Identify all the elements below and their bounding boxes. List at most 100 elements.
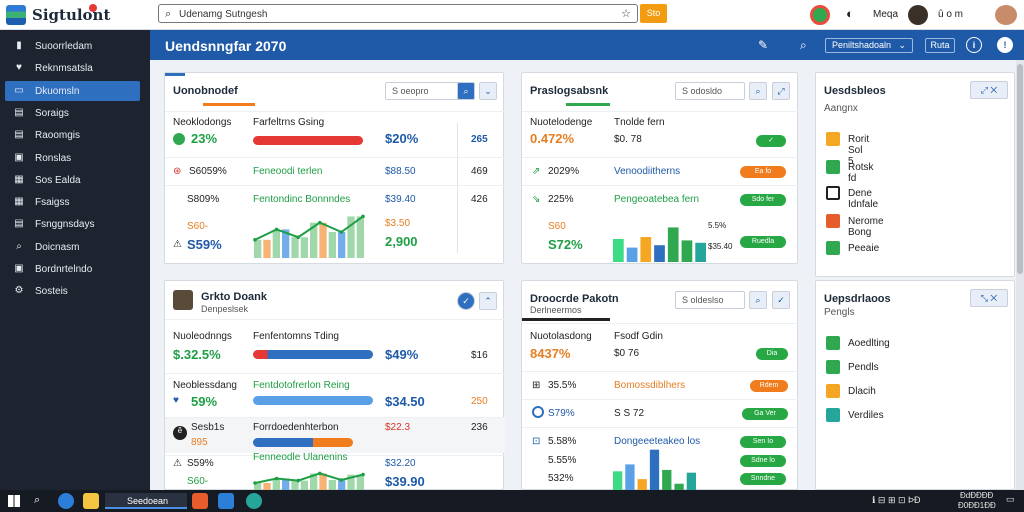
- sidebar-item[interactable]: ▣ Ronslas: [5, 148, 140, 168]
- search-icon[interactable]: ⌕: [749, 291, 767, 309]
- status-badge[interactable]: Sdo fer: [740, 194, 786, 206]
- panel-search-input[interactable]: S oldeslso: [675, 291, 745, 309]
- profile-avatar[interactable]: [995, 5, 1017, 25]
- bar-chart: [613, 449, 696, 492]
- chart-bar: [681, 240, 693, 262]
- table-row: ĕ Sesb1s 895 Forrdoedenhterbon $22.3 236: [165, 417, 505, 453]
- window-controls[interactable]: û o m: [938, 9, 964, 20]
- metric-value: 5.58%: [548, 436, 577, 447]
- metric-value: $34.50: [385, 394, 425, 409]
- chevron-icon[interactable]: ⌃: [479, 292, 497, 310]
- edit-icon[interactable]: ✎: [758, 38, 769, 52]
- doc-icon: ⊡: [532, 436, 541, 447]
- go-button[interactable]: Sto: [640, 4, 667, 23]
- panel-search-input[interactable]: S oeopro: [385, 82, 460, 100]
- status-badge[interactable]: Ga Ver: [742, 408, 788, 420]
- metric-label: Nuotolasdong: [530, 331, 592, 342]
- metric-label: Forrdoedenhterbon: [253, 422, 339, 433]
- panel-search-button[interactable]: ⌕: [457, 82, 475, 100]
- expand-icon[interactable]: ⤢: [772, 82, 790, 100]
- address-bar[interactable]: ⌕ Udenamg Sutngesh ☆: [158, 4, 638, 23]
- folder-icon[interactable]: [83, 493, 99, 509]
- sidebar-item[interactable]: ▮ Suoorrledam: [5, 36, 140, 56]
- check-icon[interactable]: ✓: [457, 292, 475, 310]
- status-badge[interactable]: Sdne lo: [740, 455, 786, 467]
- metric-value: $20%: [385, 131, 419, 146]
- system-tray[interactable]: ℹ ⊟ ⊞ ⊡ ÞÐ: [872, 495, 921, 505]
- status-badge[interactable]: ✓: [756, 135, 786, 147]
- table-row: Neoblessdang ♥ 59% Fentdotofrerlon Reing…: [165, 373, 505, 415]
- clock-date[interactable]: Ð0ÐÐ1ÐÐ: [958, 501, 996, 510]
- status-badge[interactable]: Dia: [756, 348, 788, 360]
- panel-profile: Grkto Doank Denpeslsek ✓ ⌃ Nuoleodnngs $…: [164, 280, 505, 492]
- search-icon[interactable]: ⌕: [34, 494, 41, 506]
- sidebar-item[interactable]: ♥ Reknmsatsla: [5, 58, 140, 78]
- metric-label: Bomossdiblhers: [614, 380, 686, 391]
- sidebar-item[interactable]: ▦ Sos Ealda: [5, 170, 140, 190]
- page-icon: [826, 360, 840, 374]
- panel-actions[interactable]: ⤢ ✕: [970, 81, 1008, 99]
- chart-point: [274, 476, 279, 481]
- panel-actions[interactable]: ⤡ ✕: [970, 289, 1008, 307]
- scrollbar-thumb[interactable]: [1017, 64, 1023, 274]
- sidebar-item[interactable]: ▣ Bordnrtelndo: [5, 259, 140, 279]
- pin-icon[interactable]: ◐: [846, 6, 854, 21]
- metric-value: 532%: [548, 473, 574, 484]
- header-button[interactable]: Ruta: [925, 38, 955, 53]
- progress-bar: [253, 350, 373, 359]
- metric-value: 0.472%: [530, 131, 575, 146]
- app-icon[interactable]: [218, 493, 234, 509]
- status-badge[interactable]: Snndne: [740, 473, 786, 485]
- check-icon[interactable]: ✓: [772, 291, 790, 309]
- panel-title: Uesdsbleos: [824, 85, 886, 97]
- sidebar-item-icon: ▤: [14, 218, 24, 230]
- chevron-down-icon[interactable]: ⌄: [479, 82, 497, 100]
- start-icon[interactable]: [8, 495, 20, 507]
- bookmark-star-icon[interactable]: ☆: [621, 8, 631, 20]
- document-icon: [826, 160, 840, 174]
- user-name[interactable]: Meqa: [873, 9, 899, 20]
- sidebar-item[interactable]: ⚙ Sosteis: [5, 281, 140, 301]
- metric-value: 35.5%: [548, 380, 577, 391]
- sidebar-item[interactable]: ▭ Dkuomsln: [5, 80, 140, 101]
- status-badge[interactable]: Sen Io: [740, 436, 786, 448]
- sidebar-item[interactable]: ▤ Raoomgis: [5, 125, 140, 145]
- avatar[interactable]: [908, 5, 928, 25]
- sidebar-item-icon: ▦: [14, 173, 24, 185]
- search-icon[interactable]: ⌕: [749, 82, 767, 100]
- brand-name: Sigtulont: [32, 6, 111, 24]
- sidebar-item-icon: ▦: [14, 196, 24, 208]
- sidebar-item[interactable]: ⌕ Doicnasm: [5, 237, 140, 257]
- metric-value: S809%: [187, 194, 220, 205]
- sidebar-item[interactable]: ▦ Fsaigss: [5, 192, 140, 212]
- metric-value: S S 72: [614, 408, 645, 419]
- sidebar-item-label: Reknmsatsla: [35, 63, 93, 75]
- browser-icon[interactable]: [58, 493, 74, 509]
- notification-icon[interactable]: ▭: [1006, 494, 1015, 504]
- sidebar-item-icon: ▭: [14, 84, 24, 96]
- alert-icon: ⊛: [173, 166, 182, 177]
- metric-label: Dongeeeteakeo los: [614, 436, 701, 447]
- status-badge[interactable]: Rdem: [750, 380, 788, 392]
- page-title: Uendsnngfar 2070: [165, 38, 287, 54]
- status-badge[interactable]: Ea fo: [740, 166, 786, 178]
- clock-time[interactable]: ÐdÐÐÐÐ: [960, 491, 994, 500]
- panel-subtitle: Pengls: [824, 307, 855, 318]
- progress-bar: [253, 136, 363, 145]
- view-select[interactable]: Peniltshadoaln ⌄: [825, 38, 913, 53]
- record-icon[interactable]: [810, 5, 830, 25]
- chart-bar: [282, 478, 290, 492]
- info-icon[interactable]: i: [966, 37, 982, 53]
- panel-search-input[interactable]: S odosldo: [675, 82, 745, 100]
- sidebar-item[interactable]: ▤ Soraigs: [5, 103, 140, 123]
- app-icon[interactable]: [192, 493, 208, 509]
- scrollbar[interactable]: [1016, 60, 1024, 490]
- help-icon[interactable]: !: [997, 37, 1013, 53]
- search-icon[interactable]: ⌕: [800, 38, 807, 52]
- page-header: Uendsnngfar 2070 ✎ ⌕ Peniltshadoaln ⌄ Ru…: [150, 30, 1024, 60]
- taskbar-active-app[interactable]: Seedoean: [105, 493, 187, 509]
- sidebar-item-label: Sos Ealda: [35, 174, 81, 186]
- status-badge[interactable]: Ruedla: [740, 236, 786, 248]
- sidebar-item[interactable]: ▤ Fsnggnsdays: [5, 214, 140, 234]
- app-icon[interactable]: [246, 493, 262, 509]
